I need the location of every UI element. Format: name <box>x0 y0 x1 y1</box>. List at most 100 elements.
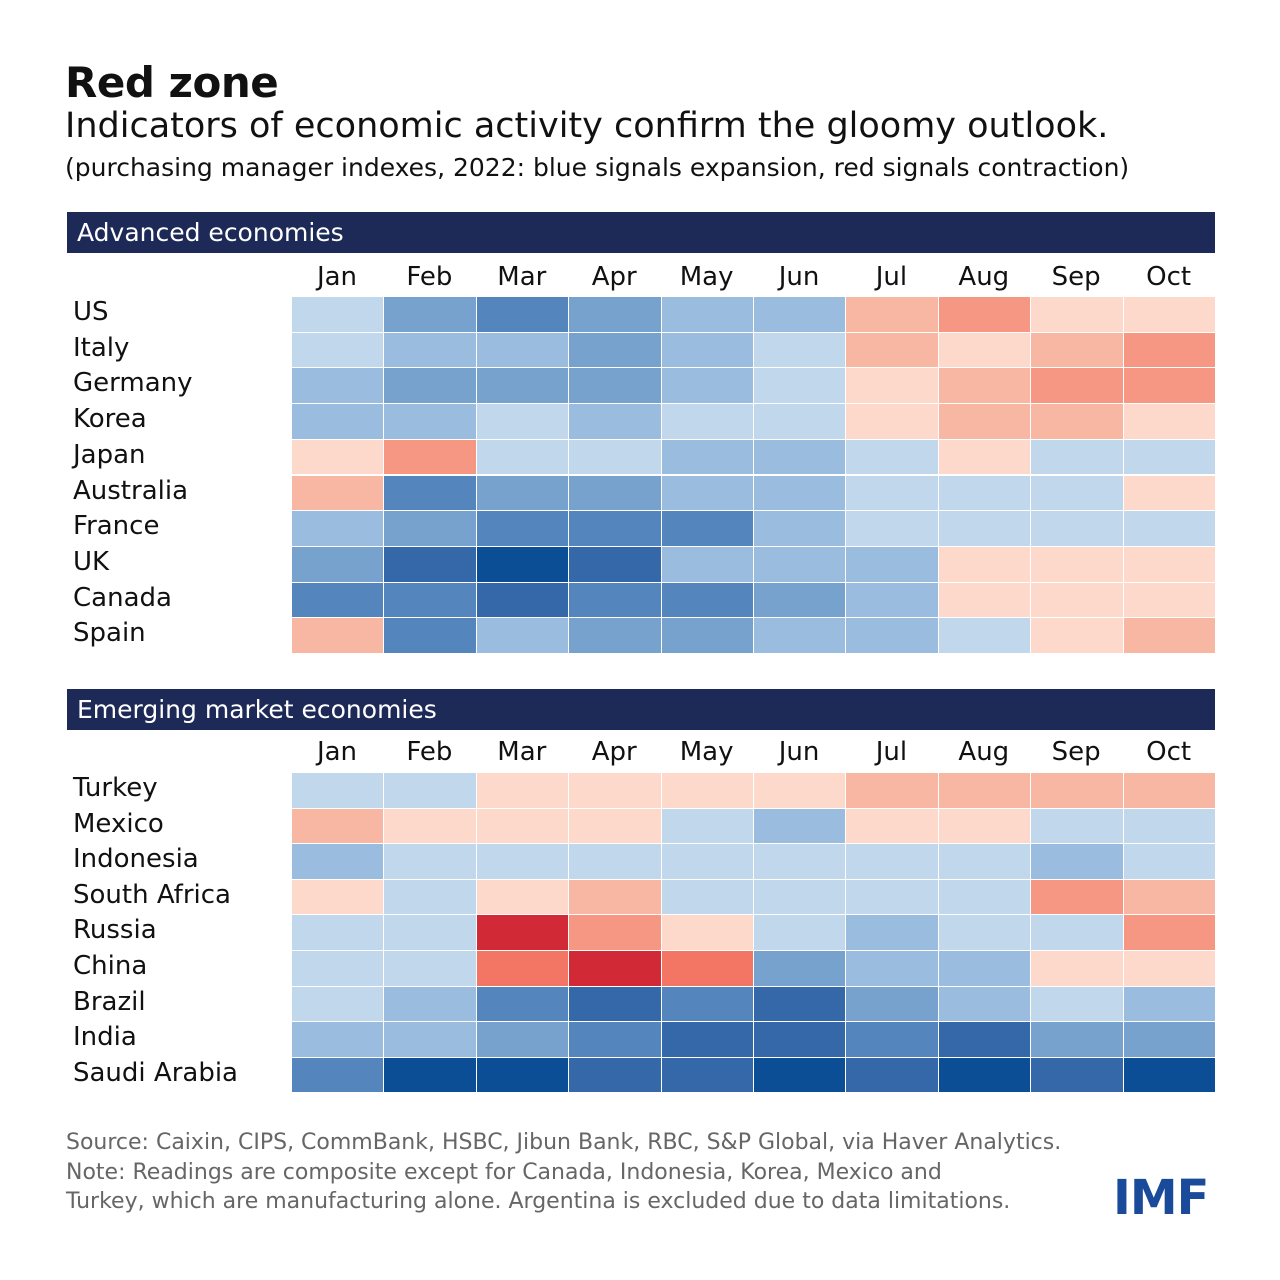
heatmap-cell <box>383 367 477 405</box>
chart-title: Red zone <box>65 58 279 107</box>
row-label: Korea <box>73 404 147 435</box>
heatmap-cell <box>845 950 939 987</box>
heatmap-cell <box>845 545 939 583</box>
heatmap-cell <box>568 296 662 333</box>
heatmap-cell <box>937 438 1032 476</box>
row-label: Russia <box>73 915 157 946</box>
row-label: Brazil <box>73 986 146 1017</box>
heatmap-cell <box>1030 985 1124 1023</box>
heatmap-cell <box>383 581 477 619</box>
heatmap-cell <box>845 331 939 369</box>
heatmap-cell <box>291 843 385 880</box>
heatmap-cell <box>291 438 385 476</box>
heatmap-cell <box>383 510 477 547</box>
heatmap-cell <box>753 367 847 405</box>
heatmap-cell <box>291 914 385 951</box>
row-label: US <box>73 297 109 327</box>
heatmap-cell <box>937 878 1032 916</box>
heatmap-cell <box>660 843 754 880</box>
column-label: Aug <box>958 262 1010 292</box>
heatmap-cell <box>753 474 847 512</box>
heatmap-cell <box>568 617 662 654</box>
heatmap-cell <box>1030 878 1124 916</box>
heatmap-cell <box>568 878 662 916</box>
heatmap-cell <box>383 985 477 1023</box>
heatmap-cell <box>1122 296 1216 333</box>
heatmap-cell <box>660 985 754 1023</box>
heatmap-cell <box>383 474 477 512</box>
heatmap-cell <box>937 843 1032 880</box>
heatmap-cell <box>660 510 754 547</box>
column-label: Oct <box>1146 737 1192 767</box>
heatmap-cell <box>475 403 570 440</box>
heatmap-cell <box>291 950 385 987</box>
heatmap-cell <box>1030 617 1124 654</box>
heatmap-cell <box>568 1021 662 1058</box>
heatmap-cell <box>660 581 754 619</box>
column-label: Apr <box>591 737 637 767</box>
heatmap-cell <box>475 1056 570 1094</box>
heatmap-cell <box>753 985 847 1023</box>
heatmap-cell <box>753 331 847 369</box>
heatmap-cell <box>568 1056 662 1094</box>
heatmap-cell <box>660 367 754 405</box>
heatmap-cell <box>383 617 477 654</box>
row-label: India <box>73 1022 137 1053</box>
heatmap-cell <box>660 474 754 512</box>
heatmap-cell <box>660 403 754 440</box>
heatmap-cell <box>1122 807 1216 845</box>
heatmap-cell <box>1122 985 1216 1023</box>
heatmap-cell <box>845 367 939 405</box>
heatmap-cell <box>1122 1021 1216 1058</box>
heatmap-cell <box>753 296 847 333</box>
heatmap-cell <box>845 438 939 476</box>
heatmap-cell <box>1030 914 1124 951</box>
heatmap-cell <box>845 1021 939 1058</box>
heatmap-cell <box>568 843 662 880</box>
column-label: Jul <box>875 737 908 767</box>
column-label: Apr <box>591 262 637 292</box>
heatmap-cell <box>753 545 847 583</box>
column-label: Mar <box>497 737 547 767</box>
column-label: May <box>679 737 734 767</box>
heatmap-cell <box>660 878 754 916</box>
heatmap-cell <box>1122 367 1216 405</box>
heatmap-cell <box>1122 403 1216 440</box>
heatmap-cell <box>568 331 662 369</box>
heatmap-cell <box>1122 772 1216 809</box>
row-label: Italy <box>73 332 130 363</box>
heatmap-cell <box>753 950 847 987</box>
heatmap-cell <box>1122 617 1216 654</box>
heatmap-cell <box>1030 438 1124 476</box>
heatmap-cell <box>937 617 1032 654</box>
heatmap-cell <box>568 807 662 845</box>
heatmap-cell <box>1122 331 1216 369</box>
heatmap-cell <box>568 438 662 476</box>
heatmap-cell <box>383 807 477 845</box>
heatmap-cell <box>660 950 754 987</box>
heatmap-cell <box>475 950 570 987</box>
heatmap-cell <box>1030 510 1124 547</box>
heatmap-cell <box>383 296 477 333</box>
heatmap-cell <box>475 807 570 845</box>
heatmap-cell <box>291 296 385 333</box>
heatmap-cell <box>660 296 754 333</box>
heatmap-cell <box>383 950 477 987</box>
heatmap-cell <box>383 1056 477 1094</box>
heatmap-cell <box>1030 331 1124 369</box>
row-label: Mexico <box>73 808 164 839</box>
heatmap-cell <box>568 772 662 809</box>
heatmap-cell <box>753 581 847 619</box>
heatmap-cell <box>1030 581 1124 619</box>
heatmap-cell <box>383 438 477 476</box>
heatmap-cell <box>1030 545 1124 583</box>
heatmap-cell <box>845 843 939 880</box>
row-label: Japan <box>73 439 146 470</box>
heatmap-cell <box>753 843 847 880</box>
heatmap-cell <box>845 1056 939 1094</box>
heatmap-cell <box>845 296 939 333</box>
heatmap-cell <box>1030 950 1124 987</box>
footnote-line-2: Turkey, which are manufacturing alone. A… <box>66 1189 1011 1214</box>
heatmap-cell <box>937 807 1032 845</box>
